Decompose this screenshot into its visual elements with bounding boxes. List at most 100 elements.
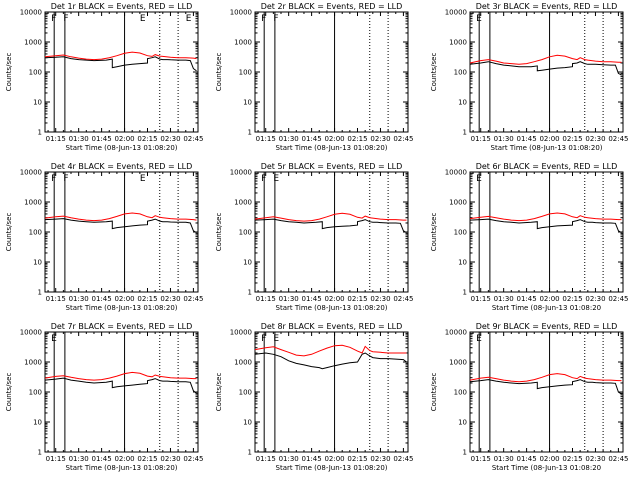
x-tick-label: 02:30 xyxy=(585,135,605,143)
y-tick-label: 1000 xyxy=(449,39,467,47)
y-tick-label: 100 xyxy=(454,389,467,397)
y-tick-label: 10000 xyxy=(230,169,252,177)
x-tick-label: 01:45 xyxy=(92,455,112,463)
x-tick-label: 01:30 xyxy=(279,135,299,143)
panel-9: Det 9r BLACK = Events, RED = LLD 1 10 100 10… xyxy=(430,322,629,472)
x-tick-label: 02:30 xyxy=(585,295,605,303)
x-tick-label: 01:15 xyxy=(471,135,491,143)
events-rate-line xyxy=(44,377,197,394)
x-tick-label: 01:45 xyxy=(92,135,112,143)
plot-frame xyxy=(44,11,199,133)
x-tick-label: 02:45 xyxy=(608,455,628,463)
x-tick-label: 02:15 xyxy=(347,135,367,143)
y-tick-label: 1 xyxy=(38,449,42,457)
panel-3: Det 3r BLACK = Events, RED = LLD 1 10 100 10… xyxy=(430,2,629,152)
y-tick-label: 1000 xyxy=(24,359,42,367)
x-axis-label: Start Time (08-Jun-13 01:08:20) xyxy=(276,144,388,152)
x-axis-label: Start Time (08-Jun-13 01:08:20) xyxy=(276,304,388,312)
x-tick-label: 01:30 xyxy=(494,135,514,143)
y-axis-label: Counts/sec xyxy=(215,213,223,252)
y-tick-label: 100 xyxy=(29,69,42,77)
x-tick-label: 01:15 xyxy=(256,455,276,463)
flag-annotation: F xyxy=(273,14,278,24)
y-tick-label: 10000 xyxy=(230,9,252,17)
flag-annotation: E xyxy=(51,334,57,344)
panel-title: Det 4r BLACK = Events, RED = LLD xyxy=(51,162,193,171)
flag-annotation: E xyxy=(273,174,279,184)
x-tick-label: 01:15 xyxy=(256,135,276,143)
y-tick-label: 100 xyxy=(239,229,252,237)
flag-annotation: F xyxy=(261,334,266,344)
events-rate-line xyxy=(254,352,407,370)
lld-rate-line xyxy=(469,373,622,383)
lld-rate-line xyxy=(254,212,407,222)
flag-annotation: E xyxy=(186,14,192,24)
y-tick-label: 100 xyxy=(29,389,42,397)
panel-title: Det 9r BLACK = Events, RED = LLD xyxy=(476,322,618,331)
x-axis-label: Start Time (08-Jun-13 01:08:20) xyxy=(276,464,388,472)
x-tick-label: 01:30 xyxy=(69,295,89,303)
y-tick-label: 10 xyxy=(33,259,42,267)
x-tick-label: 02:30 xyxy=(160,455,180,463)
x-tick-label: 02:00 xyxy=(324,135,344,143)
panel-title: Det 5r BLACK = Events, RED = LLD xyxy=(261,162,403,171)
panel-title: Det 1r BLACK = Events, RED = LLD xyxy=(51,2,193,11)
y-axis-label: Counts/sec xyxy=(5,53,13,92)
events-rate-line xyxy=(254,218,407,234)
x-tick-label: 01:30 xyxy=(494,295,514,303)
x-tick-label: 01:15 xyxy=(471,295,491,303)
y-axis-label: Counts/sec xyxy=(215,53,223,92)
y-tick-label: 1 xyxy=(463,449,467,457)
x-tick-label: 02:00 xyxy=(539,135,559,143)
y-tick-label: 10000 xyxy=(445,169,467,177)
flag-annotation: E xyxy=(476,174,482,184)
plot-frame xyxy=(469,331,624,453)
flag-annotation: E xyxy=(140,174,146,184)
x-tick-label: 02:30 xyxy=(160,295,180,303)
y-tick-label: 10000 xyxy=(445,9,467,17)
x-tick-label: 02:15 xyxy=(562,295,582,303)
y-tick-label: 10000 xyxy=(20,9,42,17)
lld-rate-line xyxy=(44,212,197,222)
panel-6: Det 6r BLACK = Events, RED = LLD 1 10 100 10… xyxy=(430,162,629,312)
y-axis-label: Counts/sec xyxy=(5,213,13,252)
y-tick-label: 10 xyxy=(458,419,467,427)
lld-rate-line xyxy=(44,51,197,61)
events-rate-line xyxy=(469,379,622,395)
y-axis-label: Counts/sec xyxy=(430,373,438,412)
x-tick-label: 01:15 xyxy=(256,295,276,303)
x-tick-label: 01:45 xyxy=(302,455,322,463)
y-tick-label: 100 xyxy=(454,69,467,77)
events-rate-line xyxy=(44,218,197,234)
x-tick-label: 02:15 xyxy=(562,135,582,143)
x-tick-label: 01:15 xyxy=(46,295,66,303)
flag-annotation: E xyxy=(476,14,482,24)
plot-frame xyxy=(44,171,199,293)
y-axis-label: Counts/sec xyxy=(430,53,438,92)
y-tick-label: 100 xyxy=(29,229,42,237)
y-tick-label: 100 xyxy=(454,229,467,237)
y-tick-label: 1000 xyxy=(24,39,42,47)
x-tick-label: 02:30 xyxy=(160,135,180,143)
y-tick-label: 1000 xyxy=(24,199,42,207)
y-tick-label: 1000 xyxy=(234,199,252,207)
x-tick-label: 02:15 xyxy=(137,135,157,143)
plot-frame xyxy=(469,11,624,133)
x-tick-label: 01:30 xyxy=(69,135,89,143)
x-axis-label: Start Time (08-Jun-13 01:08:20) xyxy=(66,144,178,152)
panel-2: Det 2r BLACK = Events, RED = LLD 1 10 100 10… xyxy=(215,2,414,152)
y-tick-label: 1000 xyxy=(234,359,252,367)
x-tick-label: 01:30 xyxy=(69,455,89,463)
x-tick-label: 02:15 xyxy=(347,295,367,303)
x-tick-label: 01:15 xyxy=(46,135,66,143)
flag-annotation: F xyxy=(261,14,266,24)
plot-frame xyxy=(469,171,624,293)
panel-title: Det 6r BLACK = Events, RED = LLD xyxy=(476,162,618,171)
flag-annotation: E xyxy=(476,334,482,344)
x-tick-label: 02:15 xyxy=(137,295,157,303)
x-tick-label: 01:45 xyxy=(517,455,537,463)
x-tick-label: 01:15 xyxy=(46,455,66,463)
x-tick-label: 02:15 xyxy=(137,455,157,463)
y-tick-label: 1000 xyxy=(234,39,252,47)
plot-frame xyxy=(254,171,409,293)
